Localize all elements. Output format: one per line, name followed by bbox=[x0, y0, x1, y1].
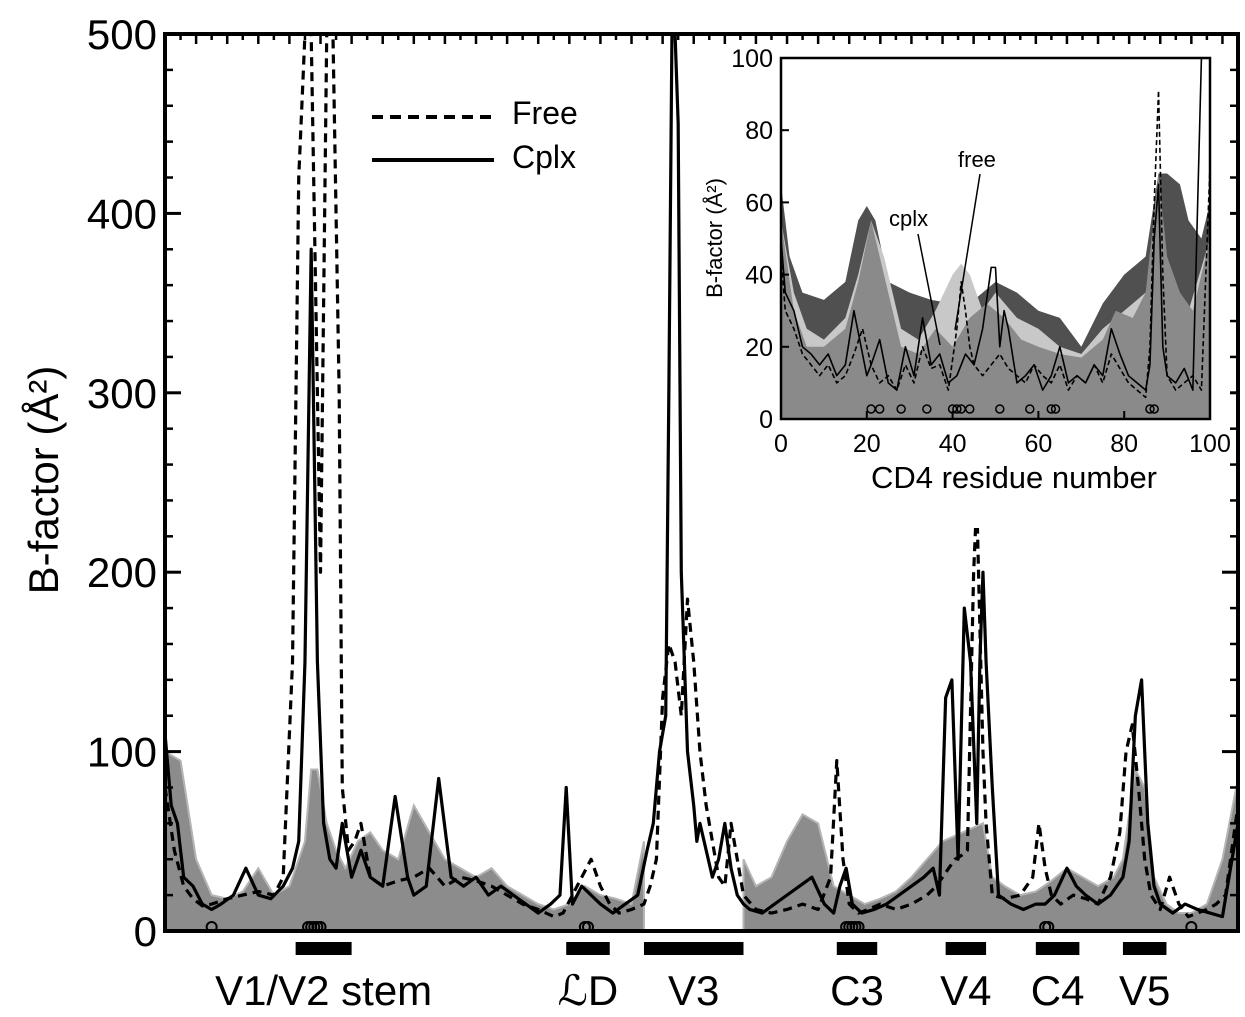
region-label: ℒD bbox=[558, 967, 619, 1014]
inset-x-tick-label: 20 bbox=[853, 430, 881, 458]
inset-y-axis: 0 20 40 60 80 100 bbox=[731, 45, 789, 434]
contact-circle bbox=[205, 921, 218, 933]
inset-contact-circle bbox=[1025, 404, 1035, 414]
inset-contact-markers bbox=[866, 404, 1159, 414]
main-y-axis-label: B-factor (Å²) bbox=[20, 366, 67, 595]
inset-x-tick-label: 40 bbox=[939, 430, 967, 458]
inset-y-tick-label: 60 bbox=[745, 189, 773, 217]
inset-x-tick-label: 80 bbox=[1110, 430, 1138, 458]
inset-x-axis: 0 20 40 60 80 100 bbox=[774, 411, 1231, 458]
inset-contact-circle bbox=[965, 404, 975, 414]
region-bars: V1/V2 stem ℒD V3 C3 V4 C4 V5 bbox=[215, 942, 1170, 1014]
inset-x-tick-label: 100 bbox=[1189, 430, 1231, 458]
inset-y-tick-label: 40 bbox=[745, 262, 773, 290]
free-series-line bbox=[163, 32, 1240, 919]
legend-free-label: Free bbox=[512, 95, 578, 131]
contact-circle bbox=[314, 921, 327, 933]
inset-panel: 0 20 40 60 80 100 0 20 40 60 80 100 CD4 residue nu… bbox=[700, 45, 1231, 528]
inset-contact-circle bbox=[896, 404, 906, 414]
region-label: C4 bbox=[1031, 967, 1085, 1014]
inset-line-series bbox=[780, 57, 1211, 399]
y-tick-label: 200 bbox=[87, 549, 157, 596]
y-tick-label: 500 bbox=[87, 11, 157, 58]
inset-x-axis-label: CD4 residue number bbox=[871, 460, 1157, 495]
inset-fill-series bbox=[781, 173, 1210, 419]
y-tick-label: 100 bbox=[87, 729, 157, 776]
y-tick-label: 400 bbox=[87, 190, 157, 237]
inset-y-tick-label: 20 bbox=[745, 334, 773, 362]
inset-contact-circle bbox=[1046, 404, 1057, 414]
y-tick-label: 0 bbox=[134, 908, 157, 955]
y-tick-label: 300 bbox=[87, 370, 157, 417]
main-plot-frame bbox=[163, 32, 1240, 933]
region-bar bbox=[295, 942, 352, 955]
region-bar bbox=[836, 942, 878, 955]
contact-circle bbox=[1042, 921, 1055, 933]
legend: Free Cplx bbox=[372, 95, 578, 175]
cplx-series-line bbox=[163, 32, 1240, 919]
inset-annotation-free: free bbox=[958, 147, 996, 172]
inset-mid-fill-area bbox=[781, 173, 1210, 419]
inset-contact-circle bbox=[1149, 404, 1159, 414]
inset-contact-circle bbox=[1050, 404, 1061, 414]
inset-annotation-cplx-leader bbox=[917, 233, 941, 346]
region-bar bbox=[643, 942, 744, 955]
region-label: C3 bbox=[830, 967, 884, 1014]
inset-x-tick-label: 0 bbox=[774, 430, 788, 458]
legend-cplx-label: Cplx bbox=[512, 139, 576, 175]
inset-x-tick-label: 60 bbox=[1024, 430, 1052, 458]
inset-plot-frame bbox=[779, 56, 1212, 421]
inset-contact-circle bbox=[922, 404, 932, 414]
main-line-series bbox=[163, 32, 1240, 919]
main-x-axis bbox=[163, 34, 1240, 44]
inset-contact-circle bbox=[952, 404, 962, 414]
inset-y-tick-label: 0 bbox=[759, 406, 773, 434]
contact-circle bbox=[1185, 921, 1198, 933]
region-bar bbox=[945, 942, 987, 955]
inset-y-tick-label: 80 bbox=[745, 117, 773, 145]
inset-annotation-cplx: cplx bbox=[889, 206, 928, 231]
region-bar bbox=[1035, 942, 1080, 955]
region-bar bbox=[566, 942, 610, 955]
region-label: V1/V2 stem bbox=[215, 967, 432, 1014]
inset-annotation-free-leader bbox=[954, 173, 981, 331]
inset-dashed-line bbox=[780, 89, 1211, 399]
inset-contact-circle bbox=[874, 404, 885, 414]
inset-y-tick-label: 100 bbox=[731, 45, 773, 73]
contact-circle bbox=[852, 921, 865, 933]
contact-circle bbox=[581, 921, 594, 933]
inset-contact-circle bbox=[1145, 404, 1155, 414]
inset-y-axis-label: B-factor (Å²) bbox=[702, 178, 727, 298]
region-label: V3 bbox=[668, 967, 719, 1014]
main-contact-markers bbox=[205, 921, 1198, 933]
inset-solid-line bbox=[780, 57, 1210, 391]
region-bar bbox=[1122, 942, 1167, 955]
inset-contact-circle bbox=[995, 404, 1005, 414]
region-label: V4 bbox=[940, 967, 991, 1014]
region-label: V5 bbox=[1119, 967, 1170, 1014]
